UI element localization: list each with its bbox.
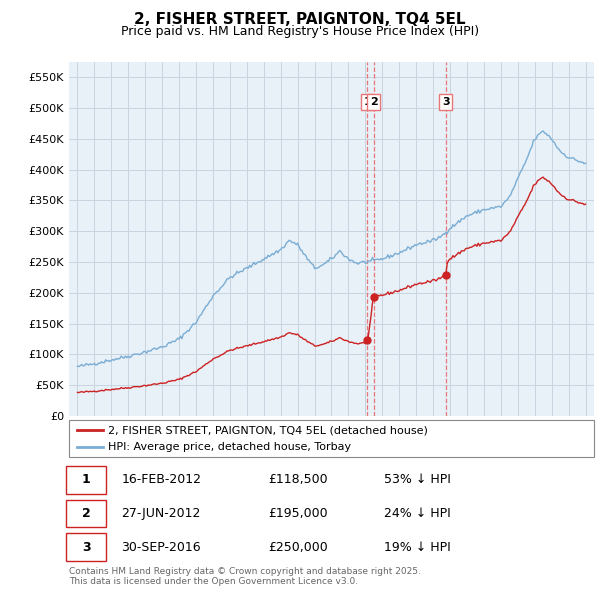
Text: HPI: Average price, detached house, Torbay: HPI: Average price, detached house, Torb… <box>109 442 352 452</box>
Text: 30-SEP-2016: 30-SEP-2016 <box>121 540 201 554</box>
FancyBboxPatch shape <box>69 420 594 457</box>
Text: 3: 3 <box>82 540 91 554</box>
FancyBboxPatch shape <box>67 533 106 561</box>
Text: 3: 3 <box>442 97 449 107</box>
Text: 2: 2 <box>82 507 91 520</box>
Text: 53% ↓ HPI: 53% ↓ HPI <box>384 473 451 487</box>
Text: Price paid vs. HM Land Registry's House Price Index (HPI): Price paid vs. HM Land Registry's House … <box>121 25 479 38</box>
Text: £118,500: £118,500 <box>269 473 328 487</box>
Text: £195,000: £195,000 <box>269 507 328 520</box>
Text: 2: 2 <box>370 97 377 107</box>
Text: 2, FISHER STREET, PAIGNTON, TQ4 5EL (detached house): 2, FISHER STREET, PAIGNTON, TQ4 5EL (det… <box>109 425 428 435</box>
Text: 1: 1 <box>364 97 371 107</box>
Text: 16-FEB-2012: 16-FEB-2012 <box>121 473 202 487</box>
FancyBboxPatch shape <box>67 466 106 494</box>
Text: 1: 1 <box>82 473 91 487</box>
Text: 24% ↓ HPI: 24% ↓ HPI <box>384 507 451 520</box>
FancyBboxPatch shape <box>67 500 106 527</box>
Text: 27-JUN-2012: 27-JUN-2012 <box>121 507 201 520</box>
Text: 2, FISHER STREET, PAIGNTON, TQ4 5EL: 2, FISHER STREET, PAIGNTON, TQ4 5EL <box>134 12 466 27</box>
Text: Contains HM Land Registry data © Crown copyright and database right 2025.
This d: Contains HM Land Registry data © Crown c… <box>69 567 421 586</box>
Text: 19% ↓ HPI: 19% ↓ HPI <box>384 540 451 554</box>
Text: £250,000: £250,000 <box>269 540 328 554</box>
